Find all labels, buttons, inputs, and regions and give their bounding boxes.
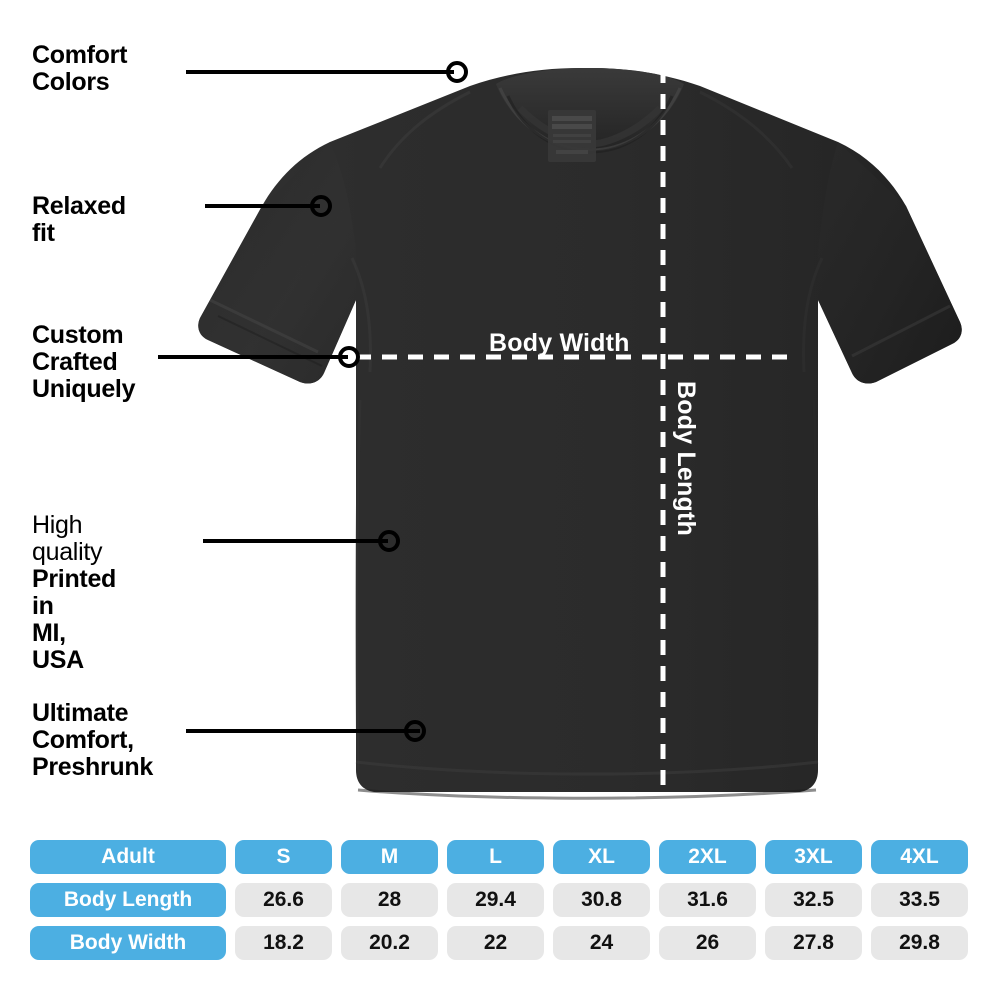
row-label-body-width: Body Width	[30, 926, 226, 960]
callout-ultimate-comfort-marker	[404, 720, 426, 742]
shirt-body-shape	[198, 68, 962, 792]
size-table-header-row: Adult S M L XL 2XL 3XL 4XL	[30, 840, 975, 874]
body-width-s: 18.2	[235, 926, 332, 960]
body-width-m: 20.2	[341, 926, 438, 960]
body-length-xl: 30.8	[553, 883, 650, 917]
right-sleeve	[818, 142, 962, 384]
callout-comfort-colors-marker	[446, 61, 468, 83]
callout-relaxed-fit-marker	[310, 195, 332, 217]
body-width-2xl: 26	[659, 926, 756, 960]
callout-comfort-colors-label: Comfort Colors	[32, 41, 128, 96]
body-length-2xl: 31.6	[659, 883, 756, 917]
callout-ultimate-comfort-leader	[186, 729, 420, 733]
callout-custom-crafted-label: Custom Crafted Uniquely	[32, 321, 136, 403]
body-width-4xl: 29.8	[871, 926, 968, 960]
body-width-xl: 24	[553, 926, 650, 960]
table-row-body-length: Body Length 26.6 28 29.4 30.8 31.6 32.5 …	[30, 883, 975, 917]
neck-brand-label	[548, 110, 596, 162]
callout-relaxed-fit-leader	[205, 204, 320, 208]
bottom-hem-seam	[355, 760, 819, 776]
body-width-3xl: 27.8	[765, 926, 862, 960]
left-side-seam	[355, 399, 362, 771]
right-armhole-seam	[802, 257, 824, 373]
size-header-l: L	[447, 840, 544, 874]
body-width-l: 22	[447, 926, 544, 960]
size-header-s: S	[235, 840, 332, 874]
row-label-body-length: Body Length	[30, 883, 226, 917]
size-header-2xl: 2XL	[659, 840, 756, 874]
size-header-m: M	[341, 840, 438, 874]
callout-custom-crafted-marker	[338, 346, 360, 368]
body-length-s: 26.6	[235, 883, 332, 917]
right-shoulder-seam	[699, 90, 794, 169]
size-header-xl: XL	[553, 840, 650, 874]
callout-ultimate-comfort-label: Ultimate Comfort, Preshrunk	[32, 699, 153, 781]
left-shoulder-seam	[378, 90, 471, 169]
size-table-corner-label: Adult	[30, 840, 226, 874]
callout-printed-in-usa-leader	[203, 539, 388, 543]
body-length-3xl: 32.5	[765, 883, 862, 917]
size-header-4xl: 4XL	[871, 840, 968, 874]
callout-relaxed-fit-label: Relaxed fit	[32, 192, 126, 247]
callout-printed-in-usa-line1: High quality	[32, 511, 103, 566]
left-sleeve	[198, 142, 356, 384]
callout-custom-crafted-leader	[158, 355, 348, 359]
body-length-l: 29.4	[447, 883, 544, 917]
bottom-hem-edge	[357, 788, 817, 800]
callout-printed-in-usa-label: High quality Printed in MI, USA	[32, 512, 116, 674]
table-row-body-width: Body Width 18.2 20.2 22 24 26 27.8 29.8	[30, 926, 975, 960]
body-length-4xl: 33.5	[871, 883, 968, 917]
callout-printed-in-usa-line2: Printed in MI, USA	[32, 565, 117, 674]
right-sleeve-hem	[851, 304, 951, 358]
callout-comfort-colors-leader	[186, 70, 454, 74]
callout-printed-in-usa-marker	[378, 530, 400, 552]
body-length-label: Body Length	[672, 381, 700, 536]
body-width-label: Body Width	[489, 329, 630, 357]
size-header-3xl: 3XL	[765, 840, 862, 874]
size-table: Adult S M L XL 2XL 3XL 4XL Body Length 2…	[30, 840, 975, 960]
left-sleeve-hem	[209, 298, 319, 354]
right-side-seam	[812, 399, 819, 771]
body-length-m: 28	[341, 883, 438, 917]
